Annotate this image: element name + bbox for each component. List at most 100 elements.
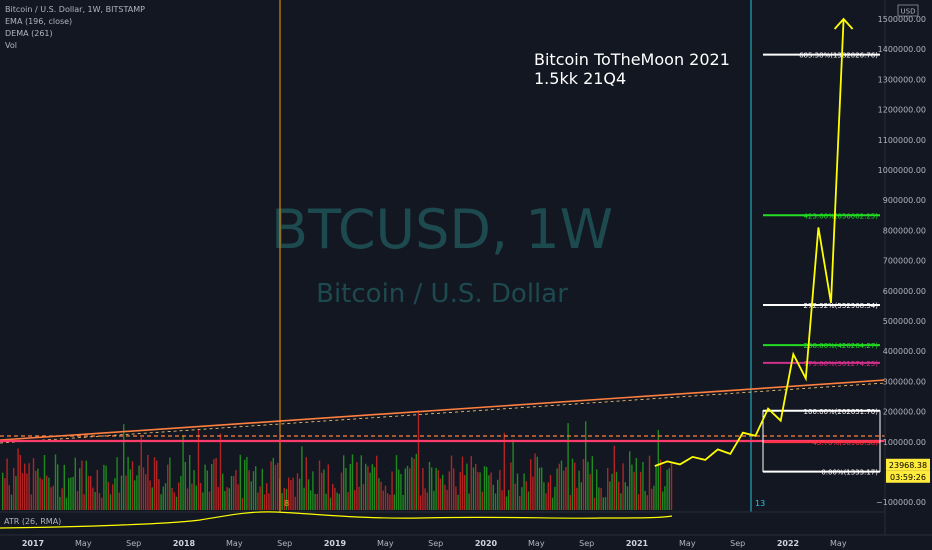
volume-bar (65, 497, 68, 510)
volume-bar (582, 459, 585, 510)
volume-bar (226, 487, 228, 510)
volume-bar (508, 490, 510, 510)
volume-bar (567, 423, 569, 510)
volume-bar (549, 474, 552, 510)
volume-bar (288, 477, 290, 510)
volume-bar (175, 496, 178, 510)
time-tick-label: 2020 (475, 539, 498, 548)
volume-bar (483, 466, 486, 510)
volume-bar (15, 476, 17, 510)
volume-bar (72, 476, 74, 510)
volume-bar (171, 488, 173, 510)
volume-bar (422, 468, 424, 510)
volume-bar (54, 454, 57, 510)
volume-bar (514, 483, 516, 510)
volume-bar (371, 464, 373, 510)
volume-bar (466, 463, 468, 510)
volume-bar (310, 490, 312, 510)
volume-bar (404, 468, 406, 510)
volume-bar (32, 458, 35, 510)
volume-bar (13, 467, 15, 510)
volume-bar (76, 491, 79, 510)
volume-bar (662, 491, 664, 510)
volume-bar (189, 455, 191, 510)
volume-bar (114, 478, 116, 510)
volume-bar (417, 410, 420, 510)
volume-bar (360, 455, 362, 510)
volume-bar (147, 454, 149, 510)
atr-pane (0, 511, 885, 529)
volume-bar (389, 494, 391, 510)
volume-bar (8, 485, 10, 510)
volume-bar (525, 481, 527, 510)
volume-bar (398, 469, 400, 510)
volume-bar (182, 435, 184, 510)
volume-bar (563, 470, 565, 510)
volume-bar (373, 467, 376, 510)
volume-bar (52, 485, 54, 510)
volume-bar (598, 487, 600, 510)
volume-bar (609, 481, 611, 510)
volume-bar (657, 430, 659, 510)
volume-bar (41, 479, 43, 510)
volume-bar (250, 481, 252, 510)
volume-bar (4, 478, 6, 510)
volume-bar (479, 472, 481, 510)
time-tick-label: Sep (126, 539, 141, 548)
watermark: BTCUSD, 1W Bitcoin / U.S. Dollar (271, 198, 613, 309)
atr-label[interactable]: ATR (26, RMA) (4, 517, 62, 526)
legend-vol[interactable]: Vol (5, 41, 17, 50)
volume-bar (246, 456, 248, 510)
price-tick-label: 1300000.00 (878, 75, 926, 84)
volume-bar (334, 487, 336, 510)
volume-bar (43, 455, 46, 510)
volume-bar (488, 475, 490, 510)
volume-bar (105, 465, 107, 510)
prediction-arrowhead (833, 17, 854, 30)
volume-bar (670, 463, 673, 510)
volume-bar (648, 455, 651, 510)
volume-bar (123, 424, 125, 510)
volume-bar (255, 466, 257, 510)
time-axis[interactable]: Sep 2017 May Sep 2018 May Sep 2019 May Sep 2020 May… (0, 534, 932, 548)
fib-range-box (762, 410, 881, 473)
volume-bar (305, 457, 307, 510)
legend-dema[interactable]: DEMA (261) (5, 29, 53, 38)
time-tick-label: Sep (730, 539, 745, 548)
volume-bar (413, 458, 415, 510)
volume-bar (596, 469, 598, 510)
volume-bar (558, 463, 560, 510)
volume-bar (607, 468, 609, 510)
volume-bar (516, 473, 519, 510)
volume-bar (512, 439, 514, 510)
volume-bar (261, 468, 263, 510)
volume-bar (81, 460, 83, 510)
volume-bar (186, 488, 189, 510)
volume-bar (140, 437, 142, 510)
volume-bar (571, 458, 574, 510)
price-axis[interactable]: −100000.000.00100000.00200000.00300000.0… (876, 0, 930, 535)
volume-bar (574, 462, 576, 510)
time-tick-label: 2022 (777, 539, 799, 548)
volume-bar (169, 457, 171, 510)
volume-bar (461, 456, 464, 510)
volume-bar (631, 464, 633, 510)
time-tick-label: 2018 (173, 539, 196, 548)
volume-bar (92, 487, 94, 510)
volume-bar (448, 471, 450, 510)
volume-bar (615, 471, 618, 510)
volume-bar (167, 464, 169, 510)
volume-bar (541, 467, 543, 510)
legend-symbol[interactable]: Bitcoin / U.S. Dollar, 1W, BITSTAMP (5, 5, 145, 14)
volume-bar (611, 473, 613, 510)
volume-bar (74, 457, 76, 510)
volume-bar (46, 475, 48, 510)
volume-bar (321, 472, 323, 510)
volume-bar (164, 483, 167, 510)
price-tick-label: 100000.00 (883, 438, 926, 447)
volume-bars (2, 410, 673, 510)
volume-bar (519, 495, 521, 510)
legend-ema[interactable]: EMA (196, close) (5, 17, 73, 26)
annotation-line-1: Bitcoin ToTheMoon 2021 (534, 50, 730, 69)
